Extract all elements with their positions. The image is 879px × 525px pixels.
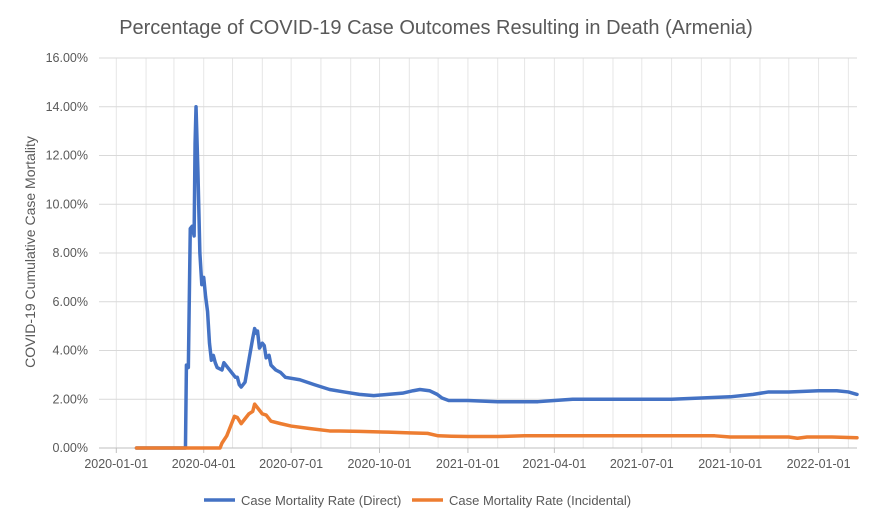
y-tick-label: 14.00% [46, 100, 88, 114]
y-axis-ticks: 0.00% 2.00% 4.00% 6.00% 8.00% 10.00% 12.00% 14.… [46, 51, 88, 455]
y-tick-label: 8.00% [53, 246, 88, 260]
legend-label-1: Case Mortality Rate (Incidental) [449, 493, 631, 508]
x-tick-label: 2020-01-01 [84, 457, 148, 471]
x-tick-label: 2022-01-01 [787, 457, 851, 471]
series-lines [134, 105, 859, 450]
x-tick-label: 2021-10-01 [698, 457, 762, 471]
x-tick-label: 2021-01-01 [436, 457, 500, 471]
y-axis-label: COVID-19 Cumulative Case Mortality [22, 136, 38, 368]
series-line-1 [134, 402, 859, 450]
y-tick-label: 6.00% [53, 295, 88, 309]
series-line-0 [134, 105, 859, 450]
legend: Case Mortality Rate (Direct) Case Mortali… [204, 493, 631, 508]
gridlines [99, 57, 857, 449]
x-axis-ticks: 2020-01-01 2020-04-01 2020-07-01 2020-10-01… [84, 448, 851, 471]
y-tick-label: 0.00% [53, 441, 88, 455]
x-tick-label: 2021-04-01 [522, 457, 586, 471]
x-tick-label: 2021-07-01 [610, 457, 674, 471]
x-tick-label: 2020-04-01 [172, 457, 236, 471]
legend-label-0: Case Mortality Rate (Direct) [241, 493, 401, 508]
y-tick-label: 2.00% [53, 392, 88, 406]
y-tick-label: 12.00% [46, 149, 88, 163]
chart-title: Percentage of COVID-19 Case Outcomes Res… [119, 17, 753, 39]
x-tick-label: 2020-07-01 [259, 457, 323, 471]
x-tick-label: 2020-10-01 [348, 457, 412, 471]
y-tick-label: 4.00% [53, 344, 88, 358]
y-tick-label: 10.00% [46, 197, 88, 211]
y-tick-label: 16.00% [46, 51, 88, 65]
